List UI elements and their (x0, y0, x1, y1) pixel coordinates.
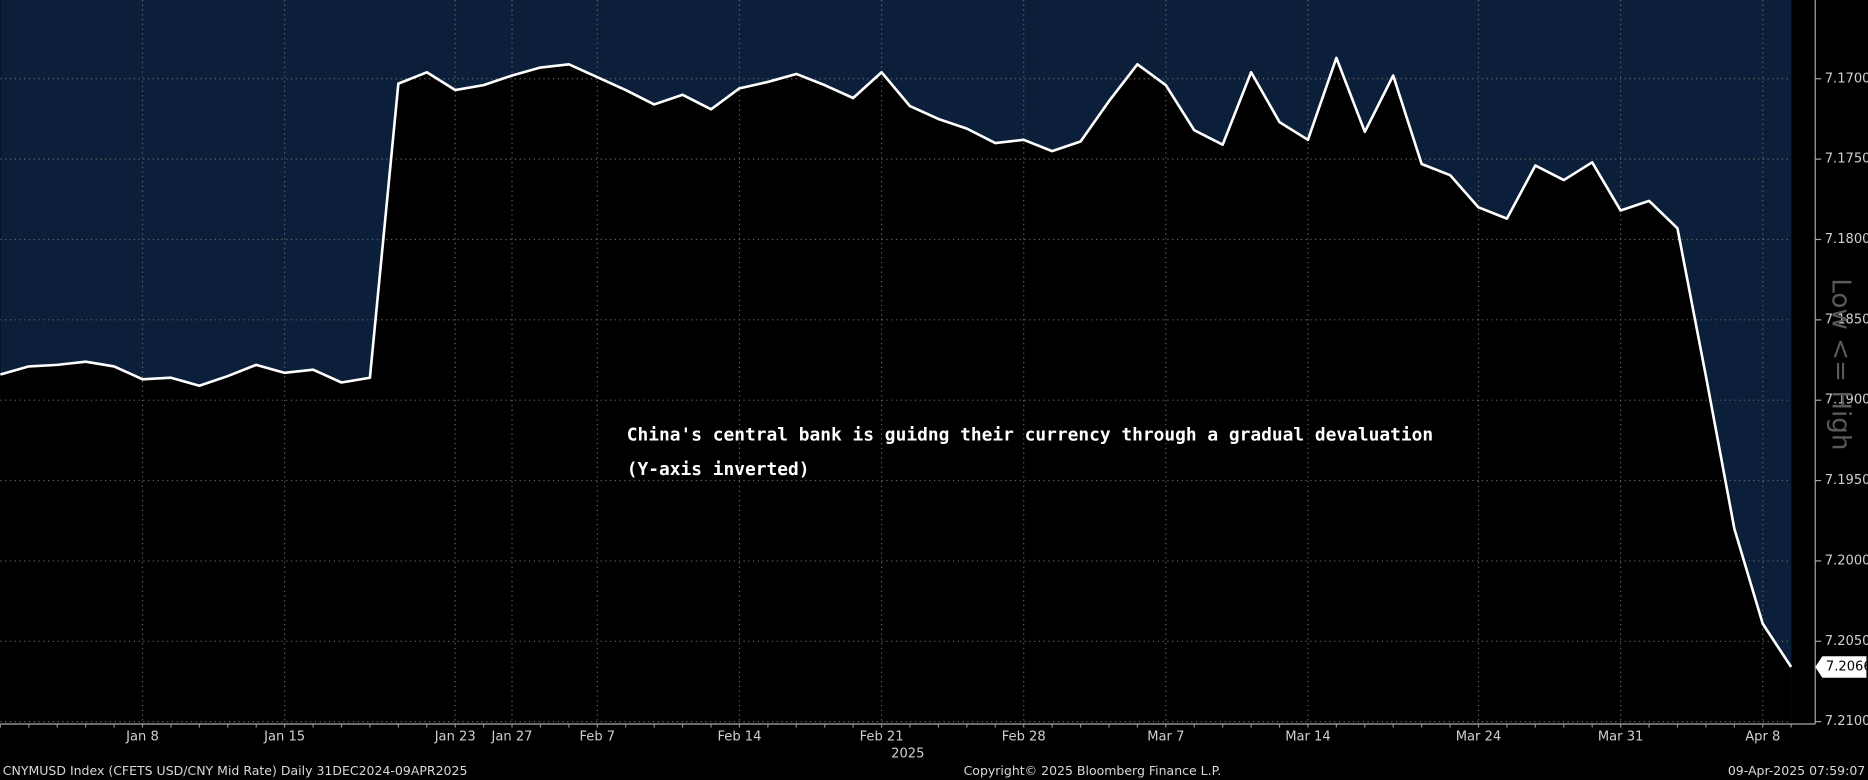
source: CNYMUSD Index (CFETS USD/CNY Mid Rate) D… (3, 763, 468, 778)
last-value-label: 7.2066 (1826, 660, 1868, 675)
x-tick-label: Apr 8 (1745, 730, 1780, 745)
x-tick-label: Mar 24 (1456, 730, 1501, 745)
y-tick-label: 7.2000 (1825, 553, 1868, 568)
plot-area: 7.1700 7.1750 7.1800 7.1850 7.1900 7.1950 7.20… (0, 0, 1868, 745)
y-tick-label: 7.1950 (1825, 473, 1868, 488)
y-tick-label: 7.1850 (1825, 312, 1868, 327)
x-tick-label: Mar 7 (1147, 730, 1184, 745)
y-tick-label: 7.1900 (1825, 393, 1868, 408)
x-axis-year: 2025 (891, 746, 924, 761)
x-tick-label: Jan 8 (125, 730, 159, 745)
line (0, 56, 1793, 668)
x-tick-label: Feb 21 (860, 730, 904, 745)
x-tick-label: Feb 28 (1002, 730, 1046, 745)
y-tick-label: 7.2100 (1825, 714, 1868, 729)
x-tick-label: Jan 15 (263, 730, 305, 745)
y-axis-title: Low <= High (1826, 278, 1856, 450)
area (0, 57, 1792, 722)
y-tick-label: 7.2050 (1825, 634, 1868, 649)
timestamp: 09-Apr-2025 07:59:07 (1728, 763, 1865, 778)
annotation: China's central bank is guidng their cur… (627, 425, 1433, 446)
copyright: Copyright© 2025 Bloomberg Finance L.P. (964, 763, 1222, 778)
y-tick-label: 7.1750 (1825, 152, 1868, 167)
y-tick-label: 7.1800 (1825, 232, 1868, 247)
x-tick-label: Feb 7 (579, 730, 615, 745)
x-tick-label: Mar 31 (1598, 730, 1643, 745)
x-tick-label: Jan 27 (491, 730, 533, 745)
x-tick-label: Feb 14 (717, 730, 761, 745)
y-tick-label: 7.1700 (1825, 71, 1868, 86)
annotation: (Y-axis inverted) (627, 459, 810, 480)
x-tick-label: Mar 14 (1285, 730, 1330, 745)
last-value-box (1815, 656, 1867, 678)
x-tick-label: Jan 23 (434, 730, 476, 745)
